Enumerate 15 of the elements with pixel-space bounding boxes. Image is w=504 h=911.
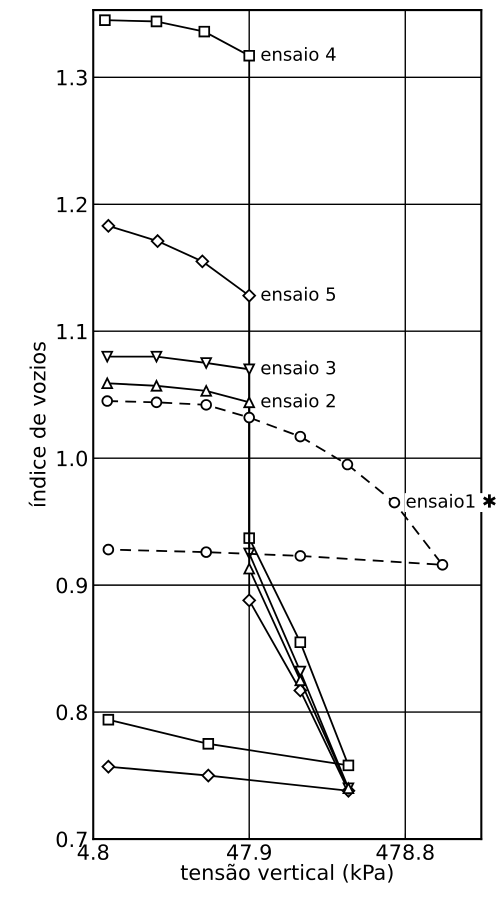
annotation: ensaio 3 [261, 360, 336, 375]
y-tick-label: 1.2 [58, 196, 86, 212]
annotation: ensaio 4 [261, 46, 336, 61]
y-tick-label: 1.0 [58, 450, 87, 466]
annotation: ensaio 5 [261, 286, 336, 301]
annotation: ensaio 2 [261, 394, 335, 408]
y-tick-label: 0.9 [56, 578, 87, 594]
x-tick-label: 47.9 [227, 844, 271, 860]
x-axis-title: tensão vertical (kPa) [180, 864, 393, 883]
x-tick-label: 478.8 [376, 844, 434, 860]
y-axis-title: índice de vozios [28, 342, 46, 507]
y-tick-label: 1.1 [58, 324, 86, 340]
y-tick-label: 1.3 [58, 70, 87, 86]
annotation: ensaio1 ✱ [406, 494, 496, 508]
y-tick-label: 0.8 [56, 704, 87, 720]
